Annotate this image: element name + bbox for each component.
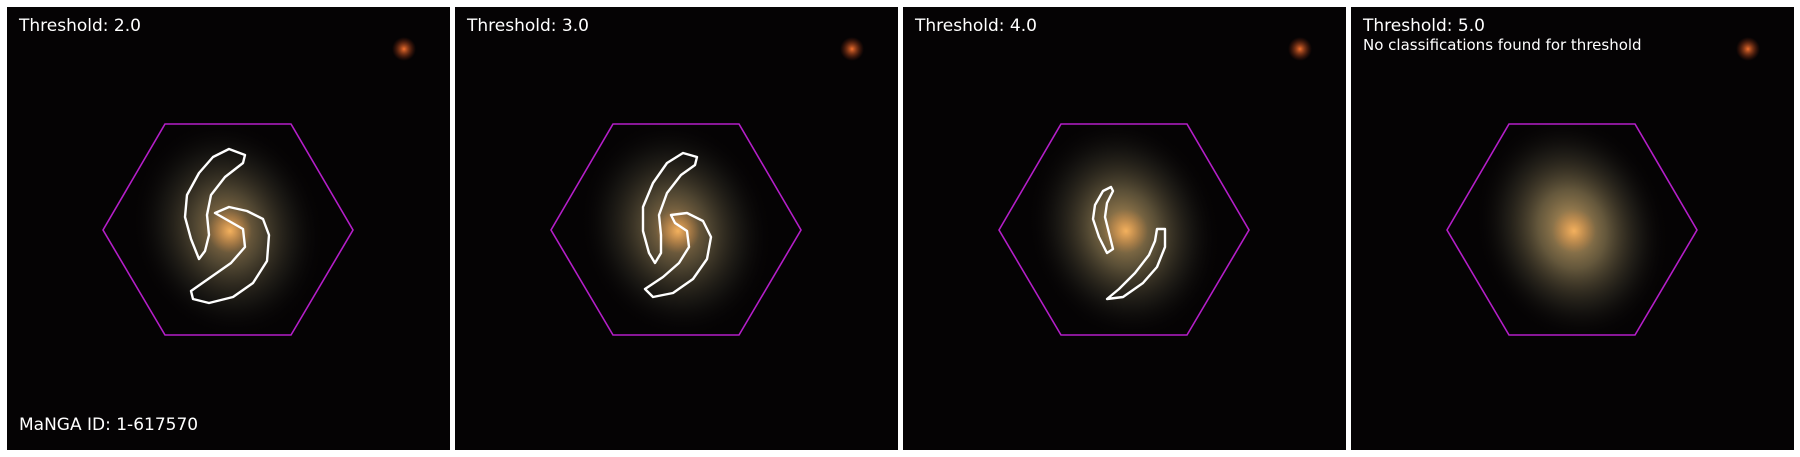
threshold-label: Threshold: 5.0 bbox=[1363, 16, 1485, 36]
threshold-label: Threshold: 4.0 bbox=[915, 16, 1037, 36]
foreground-star bbox=[1288, 37, 1312, 61]
manga-hexagon bbox=[550, 123, 802, 336]
galaxy-panel-threshold-4: Threshold: 4.0 bbox=[903, 7, 1346, 450]
manga-id-label: MaNGA ID: 1-617570 bbox=[19, 415, 199, 435]
threshold-label: Threshold: 3.0 bbox=[467, 16, 589, 36]
foreground-star bbox=[392, 37, 416, 61]
threshold-label: Threshold: 2.0 bbox=[19, 16, 141, 36]
manga-hexagon bbox=[1446, 123, 1698, 336]
spiral-arm-contour bbox=[183, 147, 247, 261]
galaxy-image bbox=[1351, 7, 1794, 450]
galaxy-panel-threshold-3: Threshold: 3.0 bbox=[455, 7, 898, 450]
galaxy-panel-threshold-2: Threshold: 2.0 MaNGA ID: 1-617570 bbox=[7, 7, 450, 450]
galaxy-image bbox=[903, 7, 1346, 450]
galaxy-image bbox=[7, 7, 450, 450]
manga-hexagon bbox=[102, 123, 354, 336]
galaxy-core bbox=[1104, 209, 1148, 253]
manga-hexagon bbox=[998, 123, 1250, 336]
spiral-arm-contour bbox=[1091, 185, 1115, 255]
galaxy-image bbox=[455, 7, 898, 450]
no-classification-note: No classifications found for threshold bbox=[1363, 36, 1642, 54]
spiral-arm-contour bbox=[1105, 227, 1167, 301]
spiral-arm-contour bbox=[641, 151, 699, 265]
spiral-arm-contour bbox=[189, 205, 271, 305]
galaxy-panel-threshold-5: Threshold: 5.0 No classifications found … bbox=[1351, 7, 1794, 450]
spiral-arm-contour bbox=[643, 211, 713, 299]
galaxy-core bbox=[1552, 209, 1596, 253]
galaxy-core bbox=[208, 209, 252, 253]
foreground-star bbox=[840, 37, 864, 61]
foreground-star bbox=[1736, 37, 1760, 61]
